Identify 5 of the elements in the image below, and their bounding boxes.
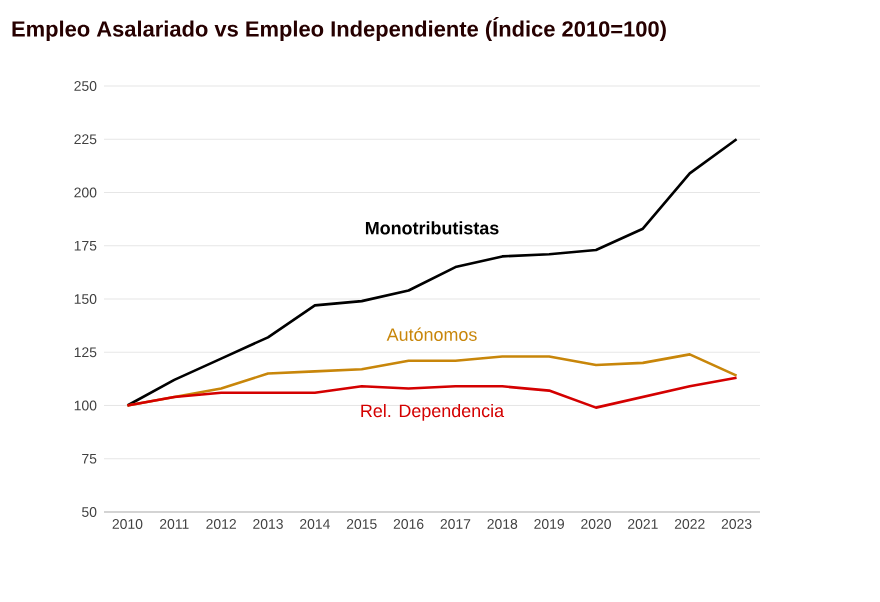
series-label: Rel. Dependencia [361, 404, 505, 421]
chart-title: Empleo Asalariado vs Empleo Independiente (Índice 2010=100) [12, 17, 666, 41]
line-series [126, 137, 738, 407]
series-label: Autónomos [386, 327, 477, 341]
series-label: Monotributistas [365, 221, 499, 235]
